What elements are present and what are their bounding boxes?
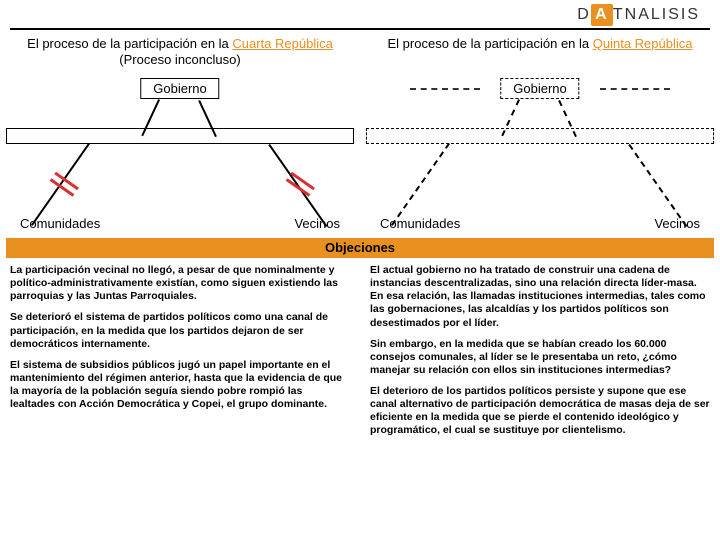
logo-post: T	[613, 6, 625, 23]
right-p1: El actual gobierno no ha tratado de cons…	[370, 264, 710, 330]
dline-bl	[391, 143, 450, 226]
diagram-left: Gobierno Comunidades Vecinos	[0, 78, 360, 236]
gob-dash-l	[410, 88, 480, 90]
cross-icon	[48, 172, 76, 200]
mid-box-right	[366, 128, 714, 144]
logo: DATNALISIS	[577, 4, 700, 26]
right-p3: El deterioro de los partidos políticos p…	[370, 385, 710, 438]
vecinos-left: Vecinos	[294, 216, 340, 231]
title-left: El proceso de la participación en la Cua…	[0, 36, 360, 69]
left-p2: Se deterioró el sistema de partidos polí…	[10, 311, 350, 350]
logo-pre: D	[577, 6, 591, 23]
diagram-right: Gobierno Comunidades Vecinos	[360, 78, 720, 236]
title-left-b: Cuarta República	[232, 36, 332, 51]
title-left-a: El proceso de la participación en la	[27, 36, 232, 51]
mid-box-left	[6, 128, 354, 144]
dline-br	[628, 144, 687, 227]
cross-icon	[284, 172, 312, 200]
title-right: El proceso de la participación en la Qui…	[360, 36, 720, 69]
left-p1: La participación vecinal no llegó, a pes…	[10, 264, 350, 303]
titles-row: El proceso de la participación en la Cua…	[0, 36, 720, 69]
logo-a-box: A	[591, 4, 613, 26]
gob-dash-r	[600, 88, 670, 90]
objections-right: El actual gobierno no ha tratado de cons…	[370, 264, 710, 446]
gobierno-box-left: Gobierno	[140, 78, 219, 99]
gobierno-box-right: Gobierno	[500, 78, 579, 99]
vecinos-right: Vecinos	[654, 216, 700, 231]
right-p2: Sin embargo, en la medida que se habían …	[370, 338, 710, 377]
objeciones-band: Objeciones	[6, 238, 714, 258]
objections-columns: La participación vecinal no llegó, a pes…	[10, 264, 710, 446]
title-right-a: El proceso de la participación en la	[388, 36, 593, 51]
diagram-area: Gobierno Comunidades Vecinos Gobierno Co…	[0, 78, 720, 236]
comunidades-left: Comunidades	[20, 216, 100, 231]
title-left-c: (Proceso inconcluso)	[119, 52, 240, 67]
objections-left: La participación vecinal no llegó, a pes…	[10, 264, 350, 446]
title-right-b: Quinta República	[593, 36, 693, 51]
top-rule	[10, 28, 710, 30]
logo-tail: NALISIS	[625, 6, 700, 23]
comunidades-right: Comunidades	[380, 216, 460, 231]
left-p3: El sistema de subsidios públicos jugó un…	[10, 359, 350, 412]
